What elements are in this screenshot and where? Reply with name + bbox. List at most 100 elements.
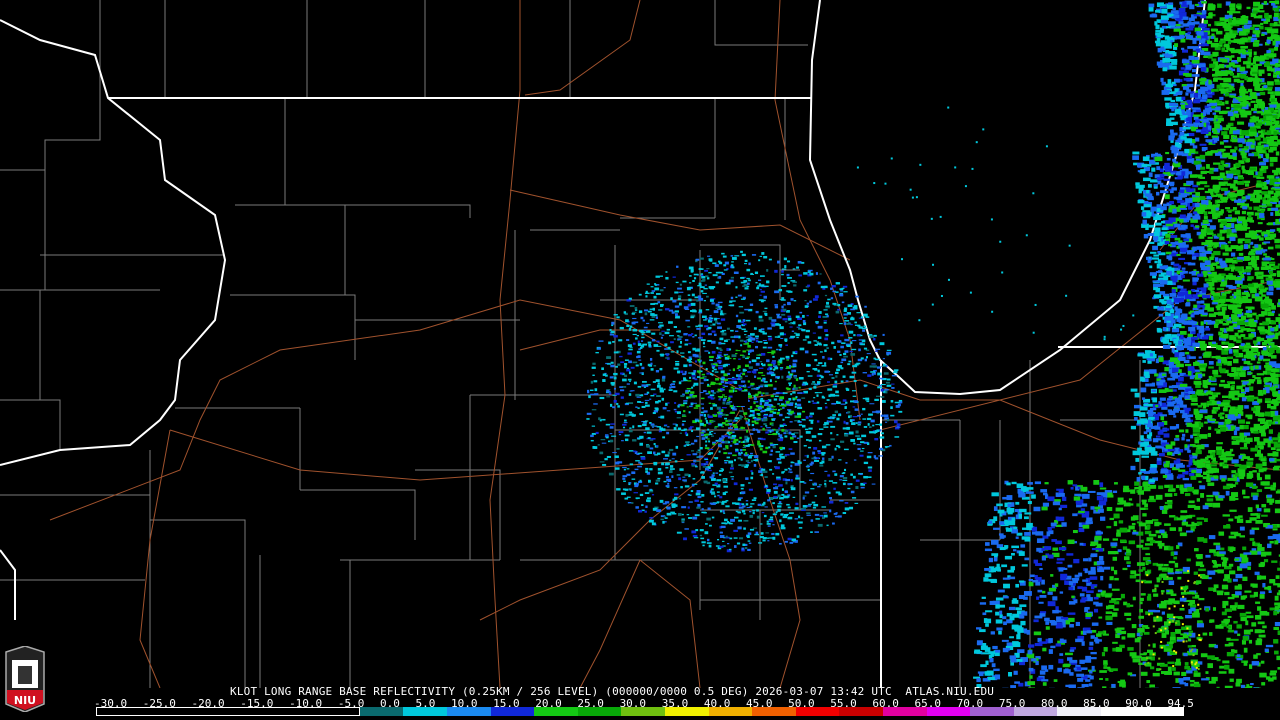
echo-pixel: [692, 516, 698, 520]
echo-pixel: [820, 375, 824, 379]
echo-pixel: [1218, 337, 1227, 341]
echo-pixel: [599, 396, 605, 400]
echo-pixel: [781, 270, 784, 273]
echo-pixel: [652, 425, 658, 427]
echo-pixel: [602, 373, 607, 376]
echo-pixel: [1021, 564, 1028, 567]
echo-pixel: [644, 510, 647, 513]
echo-pixel: [1008, 606, 1016, 611]
echo-pixel: [774, 395, 779, 397]
echo-pixel: [813, 386, 817, 389]
echo-pixel: [733, 335, 739, 339]
echo-pixel: [842, 476, 848, 480]
echo-pixel: [1052, 609, 1059, 614]
echo-pixel: [698, 359, 702, 362]
echo-pixel: [1275, 151, 1280, 156]
echo-pixel: [838, 413, 842, 417]
echo-pixel: [1175, 139, 1183, 143]
echo-pixel: [777, 376, 780, 379]
echo-pixel: [700, 336, 703, 339]
echo-pixel: [708, 286, 714, 289]
echo-pixel: [1239, 424, 1244, 430]
echo-pixel: [1161, 420, 1168, 425]
echo-pixel: [717, 494, 720, 497]
echo-pixel: [721, 501, 725, 505]
echo-pixel: [1211, 676, 1218, 682]
echo-pixel: [1152, 672, 1160, 677]
echo-pixel: [850, 308, 856, 311]
echo-pixel: [722, 545, 726, 547]
echo-pixel: [1153, 285, 1159, 291]
echo-pixel: [708, 448, 714, 451]
echo-pixel: [1267, 106, 1275, 112]
echo-pixel: [709, 477, 714, 479]
echo-pixel: [842, 399, 847, 402]
echo-pixel: [1175, 424, 1180, 429]
echo-pixel: [755, 417, 760, 421]
echo-pixel: [643, 431, 646, 434]
echo-pixel: [740, 449, 743, 452]
echo-pixel: [843, 291, 848, 293]
echo-pixel: [704, 284, 707, 286]
echo-pixel: [891, 383, 895, 385]
echo-pixel: [1229, 264, 1235, 269]
echo-pixel: [1246, 77, 1253, 82]
echo-pixel: [1042, 535, 1049, 539]
echo-pixel: [754, 420, 759, 422]
echo-pixel: [786, 310, 790, 313]
echo-pixel: [758, 279, 762, 281]
echo-pixel: [615, 365, 618, 368]
echo-pixel: [804, 455, 808, 457]
echo-pixel: [720, 388, 725, 391]
echo-pixel: [817, 369, 820, 373]
echo-pixel: [1256, 271, 1264, 275]
echo-pixel: [766, 427, 771, 429]
echo-pixel: [776, 313, 781, 316]
echo-pixel: [1216, 265, 1224, 269]
echo-pixel: [659, 387, 664, 390]
echo-pixel: [863, 313, 868, 317]
echo-pixel: [847, 322, 851, 324]
echo-pixel: [1170, 261, 1175, 266]
echo-pixel: [742, 505, 746, 508]
echo-pixel: [627, 352, 632, 355]
echo-pixel: [744, 364, 749, 367]
echo-pixel: [1072, 484, 1078, 487]
echo-pixel: [1139, 653, 1147, 656]
echo-pixel: [1189, 444, 1196, 447]
echo-pixel: [894, 401, 900, 404]
echo-pixel: [814, 531, 819, 533]
echo-pixel: [1223, 383, 1231, 389]
echo-pixel: [722, 386, 725, 388]
echo-pixel: [1231, 470, 1237, 474]
echo-pixel: [784, 416, 790, 419]
echo-pixel: [856, 362, 861, 365]
echo-pixel: [696, 370, 700, 373]
radar-map[interactable]: [0, 0, 1280, 688]
echo-pixel: [768, 337, 773, 341]
echo-pixel: [810, 488, 815, 490]
echo-pixel: [661, 462, 665, 466]
echo-pixel: [1216, 401, 1221, 405]
echo-pixel: [1157, 412, 1163, 416]
echo-pixel: [650, 286, 654, 288]
echo-pixel: [701, 407, 705, 410]
echo-pixel: [721, 252, 725, 255]
echo-pixel: [1199, 462, 1206, 468]
echo-pixel: [1157, 242, 1163, 246]
echo-pixel: [1208, 587, 1214, 591]
echo-pixel: [646, 384, 651, 386]
echo-pixel: [1136, 562, 1145, 566]
echo-pixel: [822, 316, 828, 318]
echo-pixel: [646, 499, 649, 502]
echo-pixel: [1228, 285, 1237, 289]
echo-pixel: [763, 423, 767, 426]
echo-pixel: [653, 410, 658, 413]
echo-pixel: [1183, 290, 1191, 295]
echo-pixel: [1078, 510, 1086, 514]
echo-pixel: [639, 401, 644, 403]
echo-pixel: [758, 283, 761, 287]
echo-pixel: [1119, 644, 1125, 649]
echo-pixel: [632, 342, 636, 345]
echo-pixel: [788, 376, 792, 379]
